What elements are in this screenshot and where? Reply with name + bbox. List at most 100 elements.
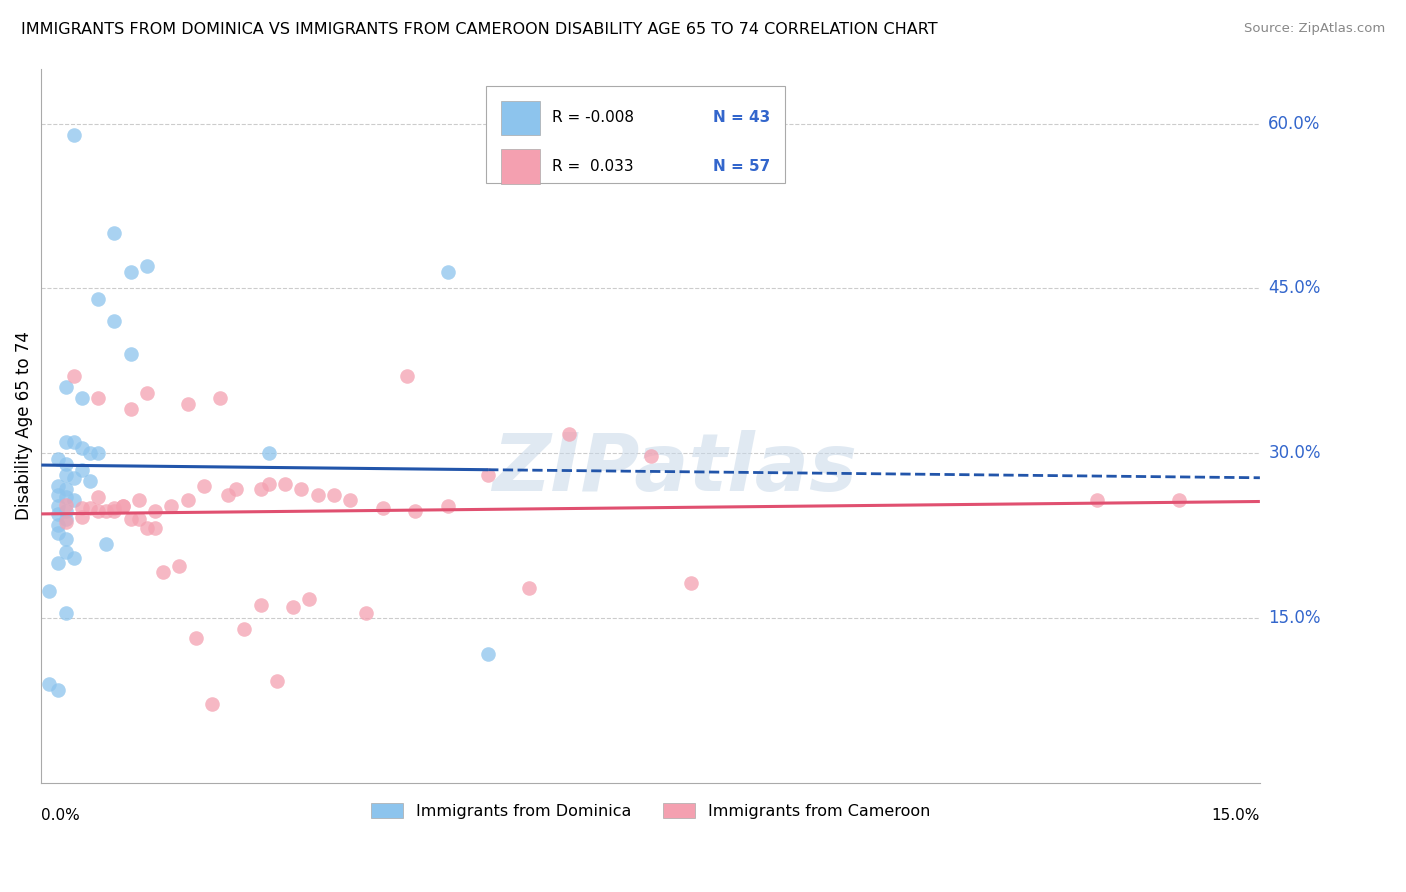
Point bbox=[46, 500, 69, 514]
Point bbox=[249, 598, 271, 612]
Point bbox=[209, 392, 232, 406]
Point bbox=[70, 392, 93, 406]
Text: 0.0%: 0.0% bbox=[41, 808, 80, 823]
Legend: Immigrants from Dominica, Immigrants from Cameroon: Immigrants from Dominica, Immigrants fro… bbox=[364, 797, 936, 825]
Point bbox=[63, 128, 86, 142]
Point bbox=[46, 517, 69, 532]
Point bbox=[274, 477, 297, 491]
Point bbox=[87, 446, 110, 460]
Point bbox=[103, 501, 125, 516]
Point bbox=[55, 512, 77, 526]
Point bbox=[46, 479, 69, 493]
Text: N = 43: N = 43 bbox=[713, 111, 770, 126]
Point bbox=[477, 647, 499, 661]
Point bbox=[55, 503, 77, 517]
Point bbox=[225, 482, 247, 496]
Point bbox=[143, 503, 166, 517]
Point bbox=[55, 435, 77, 450]
Point bbox=[46, 507, 69, 521]
Point bbox=[46, 525, 69, 540]
Point bbox=[193, 479, 215, 493]
Point bbox=[79, 474, 101, 488]
Point bbox=[46, 682, 69, 697]
Point bbox=[136, 260, 159, 274]
Point bbox=[79, 446, 101, 460]
Point bbox=[46, 557, 69, 571]
Point bbox=[249, 482, 271, 496]
Point bbox=[96, 503, 118, 517]
FancyBboxPatch shape bbox=[486, 87, 785, 183]
Point bbox=[103, 314, 125, 328]
Point bbox=[55, 468, 77, 483]
Point bbox=[1087, 492, 1109, 507]
Point bbox=[290, 482, 312, 496]
Point bbox=[1167, 492, 1189, 507]
Point bbox=[436, 265, 458, 279]
Point bbox=[322, 488, 344, 502]
Point bbox=[184, 631, 207, 645]
Point bbox=[143, 521, 166, 535]
Point bbox=[103, 503, 125, 517]
Point bbox=[176, 397, 198, 411]
Point bbox=[87, 392, 110, 406]
Point bbox=[120, 402, 142, 417]
Point bbox=[477, 468, 499, 483]
Point bbox=[87, 491, 110, 505]
Point bbox=[136, 386, 159, 401]
Point bbox=[339, 492, 361, 507]
Point bbox=[38, 677, 60, 691]
Point bbox=[233, 623, 256, 637]
Point bbox=[257, 477, 280, 491]
Text: 15.0%: 15.0% bbox=[1212, 808, 1260, 823]
Point bbox=[38, 583, 60, 598]
Point bbox=[79, 501, 101, 516]
Text: ZIPatlas: ZIPatlas bbox=[492, 430, 858, 508]
Point bbox=[55, 458, 77, 472]
Point bbox=[87, 293, 110, 307]
Point bbox=[201, 697, 224, 711]
Point bbox=[558, 426, 581, 441]
Point bbox=[404, 503, 426, 517]
Text: 60.0%: 60.0% bbox=[1268, 114, 1320, 133]
Point bbox=[63, 369, 86, 384]
Point bbox=[63, 492, 86, 507]
Point bbox=[160, 500, 183, 514]
Text: 30.0%: 30.0% bbox=[1268, 444, 1320, 462]
Point bbox=[70, 441, 93, 455]
Y-axis label: Disability Age 65 to 74: Disability Age 65 to 74 bbox=[15, 332, 32, 520]
Point bbox=[395, 369, 418, 384]
Point bbox=[63, 550, 86, 565]
Text: R =  0.033: R = 0.033 bbox=[553, 159, 634, 174]
Point bbox=[63, 435, 86, 450]
Point bbox=[46, 488, 69, 502]
Point bbox=[70, 463, 93, 477]
Point bbox=[55, 545, 77, 559]
Point bbox=[640, 449, 662, 463]
FancyBboxPatch shape bbox=[501, 149, 540, 184]
Point bbox=[111, 500, 134, 514]
Point bbox=[169, 558, 191, 573]
Text: 15.0%: 15.0% bbox=[1268, 609, 1320, 627]
Point bbox=[681, 576, 703, 591]
Point bbox=[46, 452, 69, 467]
Point bbox=[371, 501, 394, 516]
Text: 45.0%: 45.0% bbox=[1268, 279, 1320, 297]
Point bbox=[298, 591, 321, 606]
Point bbox=[176, 492, 198, 507]
Point bbox=[517, 581, 540, 595]
Point bbox=[152, 566, 174, 580]
Text: N = 57: N = 57 bbox=[713, 159, 770, 174]
Point bbox=[111, 500, 134, 514]
Point bbox=[120, 512, 142, 526]
Text: IMMIGRANTS FROM DOMINICA VS IMMIGRANTS FROM CAMEROON DISABILITY AGE 65 TO 74 COR: IMMIGRANTS FROM DOMINICA VS IMMIGRANTS F… bbox=[21, 22, 938, 37]
Point bbox=[120, 347, 142, 361]
Point bbox=[55, 515, 77, 529]
Point bbox=[55, 482, 77, 496]
Point bbox=[70, 510, 93, 524]
Point bbox=[55, 491, 77, 505]
Point bbox=[87, 503, 110, 517]
Point bbox=[55, 533, 77, 547]
Text: R = -0.008: R = -0.008 bbox=[553, 111, 634, 126]
Point bbox=[103, 227, 125, 241]
Point bbox=[217, 488, 239, 502]
